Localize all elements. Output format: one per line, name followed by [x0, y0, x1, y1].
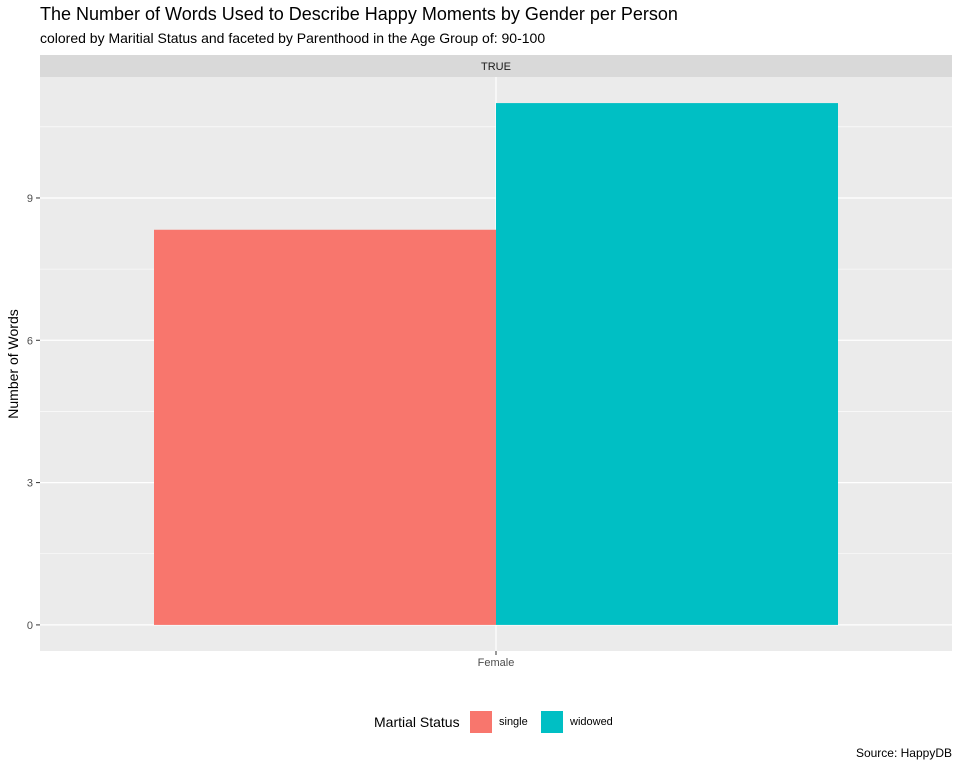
y-tick-label: 9 — [27, 193, 33, 205]
facet-strip — [40, 55, 952, 77]
legend: Martial Status single widowed — [0, 710, 960, 734]
bar-widowed — [496, 103, 838, 625]
legend-label-widowed: widowed — [570, 716, 613, 728]
y-tick-label: 0 — [27, 620, 33, 632]
x-tick-label: Female — [478, 657, 515, 669]
chart-subtitle: colored by Maritial Status and faceted b… — [40, 30, 546, 46]
legend-label-single: single — [499, 716, 528, 728]
source-caption: Source: HappyDB — [855, 746, 952, 760]
legend-title: Martial Status — [374, 714, 460, 730]
legend-key-single — [470, 711, 492, 733]
bar-single — [154, 229, 496, 625]
chart-title: The Number of Words Used to Describe Hap… — [40, 4, 678, 24]
facet-strip-label: TRUE — [481, 61, 511, 73]
y-tick-label: 6 — [27, 335, 33, 347]
legend-key-widowed — [541, 711, 563, 733]
y-axis-label: Number of Words — [5, 309, 21, 418]
bar-chart: TRUE 0 3 6 9 Female Number of Words — [5, 55, 952, 669]
y-tick-label: 3 — [27, 478, 33, 490]
